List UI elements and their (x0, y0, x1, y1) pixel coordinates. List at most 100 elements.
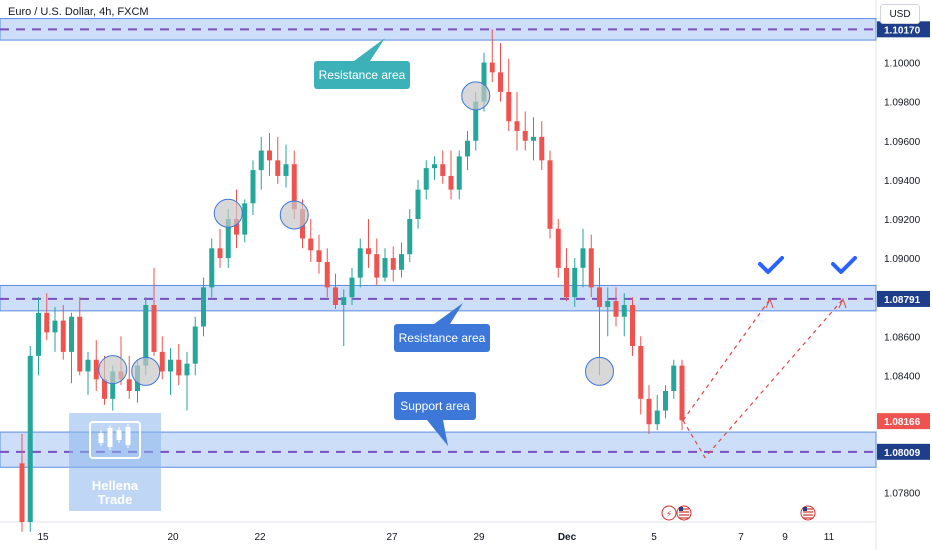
logo-background (69, 413, 161, 511)
price-label-box (877, 443, 930, 460)
swing-point-marker (585, 356, 614, 386)
candle-body (126, 379, 132, 392)
callout-label: Resistance area (399, 331, 486, 345)
callout-pointer (354, 38, 385, 61)
candle-body (374, 254, 380, 278)
candle-body (225, 218, 231, 259)
event-flash-icon: ⚡ (661, 505, 677, 521)
price-tick-label: 1.09400 (884, 176, 921, 187)
candle-body (654, 410, 660, 425)
candle-body (679, 365, 685, 421)
price-tick-label: 1.07800 (884, 489, 921, 500)
price-tick-label: 1.09000 (884, 254, 921, 265)
candle-body (671, 365, 677, 392)
callout-pointer (427, 420, 448, 446)
callout-box (394, 392, 476, 420)
candle-body (407, 218, 413, 255)
us-flag-icon (800, 505, 816, 521)
callout-box (314, 61, 410, 89)
logo-candle-body (125, 427, 131, 445)
price-label-text: 1.08009 (884, 448, 921, 459)
candle-body (283, 164, 289, 176)
candle-body (605, 301, 611, 307)
candle-body (77, 316, 83, 372)
candle-body (275, 160, 281, 176)
price-label-text: 1.10170 (884, 25, 921, 36)
callout-pointer (434, 303, 463, 324)
us-flag-icon (676, 505, 692, 521)
candle-body (613, 301, 619, 317)
swing-point-marker (131, 356, 161, 386)
candle-body (432, 164, 437, 169)
candle-body (440, 164, 446, 176)
candle-body (366, 248, 371, 255)
price-label-text: 1.08166 (884, 417, 921, 428)
callout-label: Resistance area (319, 68, 406, 82)
time-tick-label: 27 (386, 532, 398, 543)
candle-body (201, 287, 206, 327)
candle-body (102, 379, 107, 399)
candle-body (531, 136, 536, 141)
flag-canton (679, 507, 683, 511)
callout-resistance-top: Resistance area (314, 38, 410, 89)
candle-body (168, 359, 173, 372)
candle-body (423, 168, 429, 190)
candle-body (341, 297, 347, 305)
logo-candle-body (107, 428, 113, 447)
swing-point-marker (98, 355, 128, 385)
candle-body (382, 258, 388, 278)
candle-body (539, 136, 545, 161)
event-icon-circle (661, 505, 677, 521)
projection-arrowhead (838, 297, 847, 309)
candle-body (564, 267, 569, 298)
candle-body (60, 320, 66, 352)
candle-body (415, 189, 421, 219)
candle-body (580, 248, 586, 268)
currency-selector[interactable]: USD (880, 4, 920, 24)
candle-body (597, 287, 602, 307)
time-tick-label: 5 (651, 532, 657, 543)
candle-body (184, 363, 190, 376)
logo-text-line2: Trade (98, 492, 133, 507)
logo-text-line1: Hellena (92, 478, 139, 493)
candle-body (267, 150, 272, 161)
candle-body (663, 391, 668, 411)
candle-body (547, 160, 553, 229)
candle-body (217, 248, 223, 259)
candle-body (234, 218, 239, 235)
candle-body (638, 346, 644, 399)
candle-body (44, 312, 50, 333)
symbol-title: Euro / U.S. Dollar, 4h, FXCM (8, 6, 149, 18)
candle-body (250, 170, 256, 204)
candle-body (522, 130, 528, 141)
swing-point-marker (461, 81, 491, 111)
flash-glyph: ⚡ (666, 510, 672, 520)
time-tick-label: 7 (738, 532, 744, 543)
time-tick-label: 29 (473, 532, 485, 543)
callout-box (394, 324, 490, 352)
time-tick-label: 11 (824, 532, 835, 543)
candle-body (555, 228, 561, 268)
candle-body (481, 62, 487, 102)
candle-body (489, 62, 495, 73)
candle-body (357, 248, 363, 278)
candle-body (588, 248, 594, 288)
candle-body (465, 140, 470, 157)
time-tick-label: 9 (782, 532, 788, 543)
candle-body (456, 156, 462, 190)
callout-resistance-middle: Resistance area (394, 303, 490, 352)
check-mark-icon (758, 256, 784, 274)
logo-candle-body (98, 433, 104, 443)
price-tick-label: 1.09800 (884, 98, 921, 109)
candle-body (646, 398, 652, 425)
candle-body (316, 250, 322, 262)
swing-point-marker (279, 200, 309, 230)
price-tick-label: 1.08400 (884, 371, 921, 382)
candle-body (19, 463, 25, 522)
projection-path-second (682, 298, 844, 459)
candle-body (176, 359, 182, 376)
candle-body (291, 164, 297, 210)
candle-body (143, 304, 149, 366)
